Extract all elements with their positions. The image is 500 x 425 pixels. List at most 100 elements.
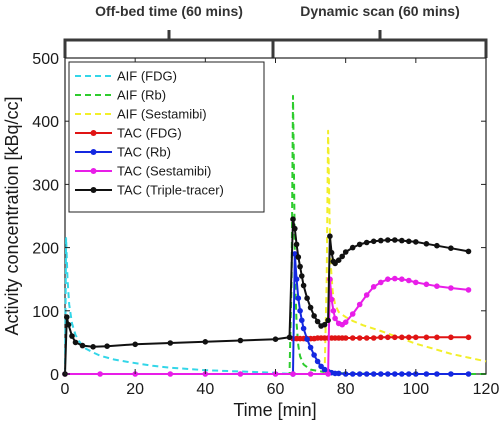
point-tac-fdg xyxy=(399,334,405,341)
point-tac-triple-tracer xyxy=(304,295,310,302)
point-tac-rb xyxy=(295,295,302,302)
point-tac-sestamibi xyxy=(423,281,430,288)
point-tac-rb xyxy=(465,371,472,377)
point-tac-sestamibi xyxy=(97,371,103,377)
point-tac-fdg xyxy=(392,334,398,341)
point-tac-sestamibi xyxy=(448,285,454,291)
point-tac-sestamibi xyxy=(413,279,419,286)
legend-box xyxy=(68,61,265,213)
point-tac-triple-tracer xyxy=(292,225,298,232)
point-tac-triple-tracer xyxy=(295,254,302,260)
phase-label-offbed: Off-bed time (60 mins) xyxy=(95,3,243,19)
phase-braces: Off-bed time (60 mins) Dynamic scan (60 … xyxy=(63,3,488,58)
point-tac-triple-tracer xyxy=(378,237,384,244)
point-tac-triple-tracer xyxy=(293,241,300,248)
point-tac-triple-tracer xyxy=(434,242,440,249)
point-tac-fdg xyxy=(423,334,430,341)
point-tac-triple-tracer xyxy=(72,339,79,346)
legend-label: AIF (Sestamibi) xyxy=(117,107,207,122)
point-tac-triple-tracer xyxy=(90,344,96,350)
point-tac-sestamibi xyxy=(385,276,391,283)
point-tac-triple-tracer xyxy=(104,343,110,350)
point-tac-fdg xyxy=(356,335,363,341)
legend-marker xyxy=(90,130,97,136)
point-tac-rb xyxy=(392,371,398,377)
point-tac-rb xyxy=(399,371,405,377)
point-tac-sestamibi xyxy=(167,371,174,377)
point-tac-rb xyxy=(385,371,391,377)
point-tac-triple-tracer xyxy=(335,257,342,264)
point-tac-rb xyxy=(304,336,310,343)
legend-marker xyxy=(90,187,97,193)
point-tac-triple-tracer xyxy=(406,238,412,245)
point-tac-triple-tracer xyxy=(363,239,370,246)
x-tick-label: 80 xyxy=(337,381,355,398)
point-tac-triple-tracer xyxy=(413,239,419,245)
point-tac-rb xyxy=(307,344,314,351)
point-tac-triple-tracer xyxy=(349,244,356,251)
point-tac-triple-tracer xyxy=(311,313,317,319)
point-tac-rb xyxy=(370,371,377,377)
point-tac-triple-tracer xyxy=(300,282,307,289)
legend-marker xyxy=(90,168,97,174)
series-line-aif-fdg xyxy=(64,237,294,375)
legend-entry-aif-fdg: AIF (FDG) xyxy=(75,69,177,84)
point-tac-rb xyxy=(423,371,430,377)
point-tac-sestamibi xyxy=(370,284,377,290)
point-tac-triple-tracer xyxy=(132,341,138,348)
point-tac-fdg xyxy=(406,334,412,341)
point-tac-rb xyxy=(293,276,300,283)
point-tac-triple-tracer xyxy=(328,249,335,256)
point-tac-sestamibi xyxy=(363,292,370,298)
point-tac-triple-tracer xyxy=(332,260,338,267)
point-tac-triple-tracer xyxy=(327,233,333,239)
point-tac-triple-tracer xyxy=(69,333,75,339)
point-tac-sestamibi xyxy=(406,277,412,284)
phase-bracket-dynamic xyxy=(271,30,488,58)
x-tick-label: 0 xyxy=(61,381,70,398)
point-tac-triple-tracer xyxy=(342,249,349,255)
series-line-aif-sestamibi xyxy=(275,129,487,375)
legend-entry-aif-sestamibi: AIF (Sestamibi) xyxy=(75,107,207,122)
point-tac-sestamibi xyxy=(392,275,398,282)
legend-label: TAC (Rb) xyxy=(117,145,171,160)
point-tac-triple-tracer xyxy=(79,342,86,349)
point-tac-sestamibi xyxy=(465,287,472,293)
series-aif-sestamibi xyxy=(275,129,487,375)
point-tac-triple-tracer xyxy=(286,334,293,341)
point-tac-triple-tracer xyxy=(448,245,454,251)
point-tac-triple-tracer xyxy=(202,339,209,345)
point-tac-fdg xyxy=(370,335,377,341)
point-tac-rb xyxy=(363,371,370,377)
point-tac-triple-tracer xyxy=(392,237,398,243)
point-tac-triple-tracer xyxy=(314,318,321,325)
point-tac-rb xyxy=(356,371,363,377)
point-tac-rb xyxy=(299,317,305,324)
point-tac-sestamibi xyxy=(330,308,337,314)
point-tac-fdg xyxy=(413,334,419,341)
y-tick-label: 500 xyxy=(32,51,59,68)
legend-label: TAC (Triple-tracer) xyxy=(117,183,224,198)
x-tick-label: 20 xyxy=(126,381,144,398)
point-tac-triple-tracer xyxy=(423,241,430,247)
x-tick-label: 100 xyxy=(402,381,429,398)
point-tac-triple-tracer xyxy=(299,273,305,279)
point-tac-sestamibi xyxy=(332,315,338,322)
point-tac-rb xyxy=(378,371,384,377)
point-tac-rb xyxy=(349,371,356,377)
point-tac-rb xyxy=(311,352,317,358)
point-tac-triple-tracer xyxy=(356,241,363,248)
point-tac-sestamibi xyxy=(290,371,296,377)
y-tick-label: 300 xyxy=(32,177,59,194)
point-tac-rb xyxy=(434,371,440,377)
point-tac-fdg xyxy=(378,334,384,341)
legend-label: TAC (FDG) xyxy=(117,126,182,141)
point-tac-sestamibi xyxy=(307,371,314,377)
legend-items: AIF (FDG) AIF (Rb) AIF (Sestamibi) TAC (FDG… xyxy=(75,69,224,198)
legend-label: AIF (Rb) xyxy=(117,88,166,103)
point-tac-triple-tracer xyxy=(290,216,296,222)
legend-entry-tac-rb: TAC (Rb) xyxy=(75,145,171,160)
x-axis-label: Time [min] xyxy=(233,400,316,420)
point-tac-sestamibi xyxy=(378,279,384,286)
